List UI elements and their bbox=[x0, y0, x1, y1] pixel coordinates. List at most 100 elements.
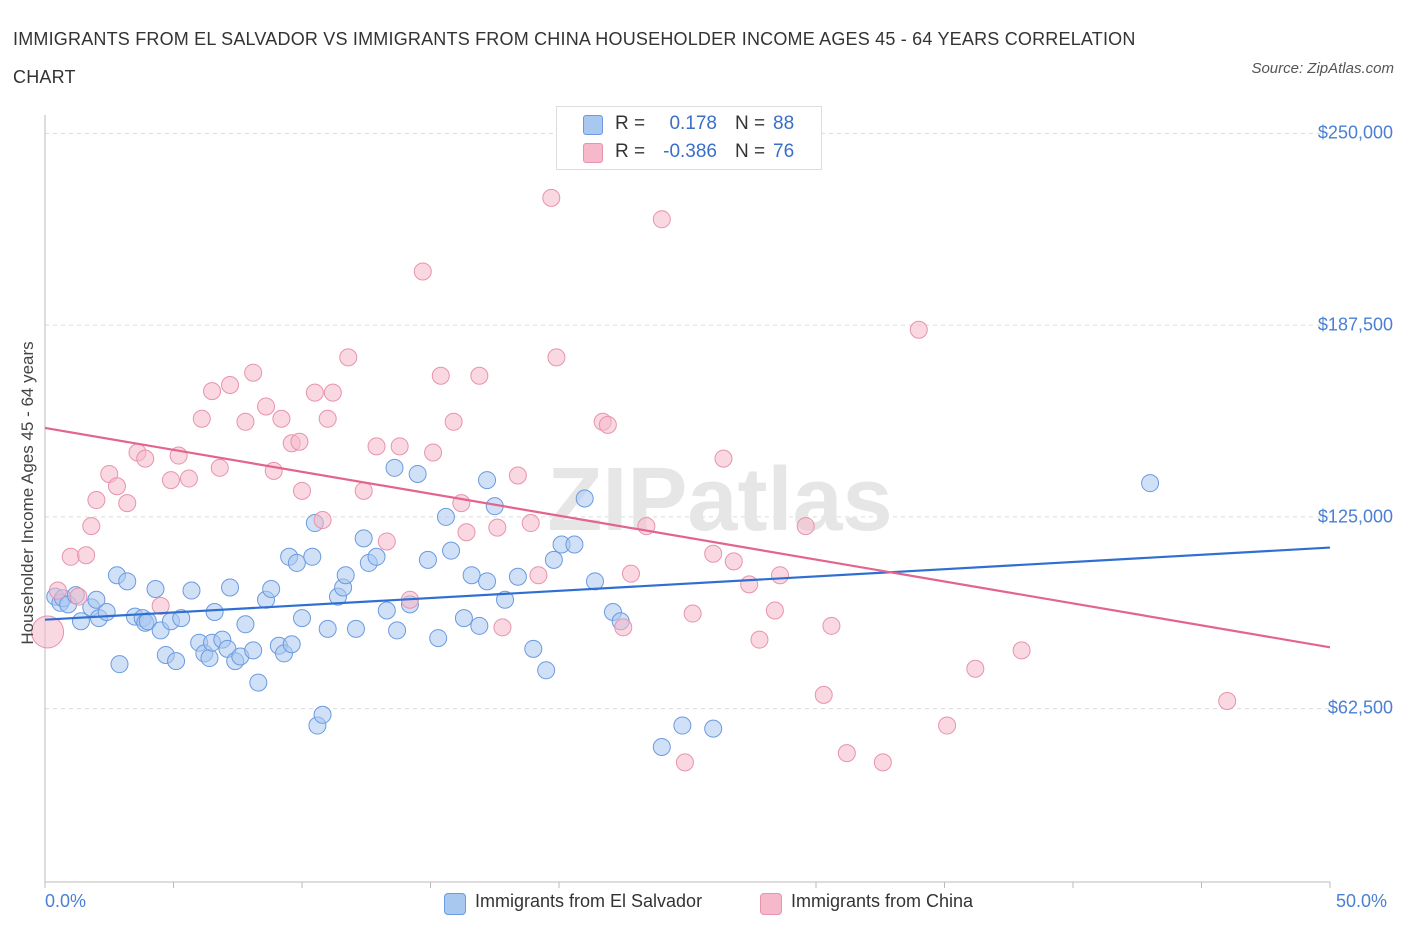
data-point bbox=[161, 471, 180, 490]
x-tick-label: 0.0% bbox=[45, 891, 87, 911]
data-point bbox=[521, 514, 540, 533]
data-point bbox=[873, 753, 892, 772]
data-point bbox=[203, 382, 222, 401]
data-point bbox=[377, 532, 396, 551]
data-point bbox=[354, 529, 373, 548]
data-point bbox=[118, 494, 137, 513]
data-point bbox=[293, 481, 311, 500]
data-point bbox=[138, 612, 157, 631]
data-point bbox=[290, 432, 309, 451]
data-point bbox=[413, 262, 432, 281]
data-point bbox=[704, 719, 723, 738]
legend-swatch bbox=[583, 115, 603, 135]
data-point bbox=[182, 581, 201, 600]
data-point bbox=[87, 491, 106, 510]
legend-label: Immigrants from El Salvador bbox=[475, 891, 703, 911]
data-point bbox=[244, 363, 263, 382]
data-point bbox=[529, 566, 548, 585]
data-point bbox=[236, 412, 255, 431]
data-point bbox=[442, 541, 461, 560]
data-point bbox=[814, 685, 833, 704]
data-point bbox=[938, 716, 957, 735]
data-point bbox=[82, 517, 101, 536]
data-point bbox=[429, 629, 448, 648]
series-el-salvador bbox=[46, 458, 1160, 757]
y-tick-label: $187,500 bbox=[1317, 314, 1393, 335]
data-point bbox=[493, 618, 512, 637]
data-point bbox=[771, 566, 790, 585]
data-point bbox=[303, 547, 322, 566]
data-point bbox=[565, 535, 584, 554]
trend-line-el-salvador bbox=[44, 546, 1331, 621]
trend-line-china bbox=[44, 426, 1331, 649]
data-point bbox=[61, 547, 80, 566]
data-point bbox=[424, 443, 443, 462]
data-point bbox=[457, 523, 476, 542]
data-point bbox=[496, 590, 515, 609]
data-point bbox=[262, 580, 281, 599]
data-point bbox=[508, 466, 527, 485]
r-value: 0.178 bbox=[669, 113, 717, 134]
data-point bbox=[598, 415, 617, 434]
data-point bbox=[244, 641, 263, 660]
chart-title: IMMIGRANTS FROM EL SALVADOR VS IMMIGRANT… bbox=[13, 29, 1136, 87]
data-point bbox=[508, 567, 527, 586]
data-point bbox=[614, 618, 633, 637]
data-point bbox=[107, 477, 126, 496]
data-point bbox=[909, 320, 928, 339]
legend-row-el-salvador: R = 0.178 N = 88 bbox=[557, 111, 821, 139]
data-point bbox=[287, 553, 306, 572]
n-label: N = bbox=[735, 113, 766, 134]
data-point bbox=[585, 572, 604, 591]
data-point bbox=[323, 383, 342, 402]
data-point bbox=[210, 458, 229, 477]
r-value: -0.386 bbox=[663, 141, 717, 162]
n-value: 76 bbox=[773, 141, 795, 162]
data-point bbox=[470, 366, 489, 385]
data-point bbox=[110, 655, 129, 674]
data-point bbox=[48, 581, 67, 600]
data-point bbox=[249, 673, 268, 692]
data-point bbox=[146, 580, 165, 599]
data-point bbox=[470, 616, 489, 635]
data-point bbox=[431, 366, 450, 385]
data-point bbox=[69, 587, 88, 606]
data-point bbox=[1141, 474, 1160, 493]
data-point bbox=[673, 716, 692, 735]
data-point bbox=[151, 596, 170, 615]
data-point bbox=[724, 552, 743, 571]
y-tick-label: $250,000 bbox=[1317, 122, 1393, 143]
data-point bbox=[205, 603, 224, 622]
data-point bbox=[740, 575, 759, 594]
data-point bbox=[367, 437, 386, 456]
data-point bbox=[837, 744, 856, 763]
data-point bbox=[652, 738, 671, 757]
n-value: 88 bbox=[773, 113, 795, 134]
data-point bbox=[542, 188, 561, 207]
data-point bbox=[272, 409, 291, 428]
data-point bbox=[478, 471, 497, 490]
data-point bbox=[547, 348, 566, 367]
data-point bbox=[367, 547, 386, 566]
axes bbox=[44, 115, 1331, 888]
data-point bbox=[765, 601, 784, 620]
data-point bbox=[97, 603, 116, 622]
data-point bbox=[462, 566, 481, 585]
data-point bbox=[200, 649, 219, 668]
data-point bbox=[478, 572, 497, 591]
data-point bbox=[652, 210, 671, 229]
data-point bbox=[1218, 691, 1237, 710]
data-point bbox=[87, 590, 106, 609]
data-point bbox=[822, 616, 841, 635]
trend-lines bbox=[44, 426, 1331, 649]
data-point bbox=[704, 544, 723, 563]
data-point bbox=[714, 449, 733, 468]
data-point bbox=[236, 615, 255, 634]
legend-stats: R = 0.178 N = 88 R = -0.386 N = 76 bbox=[556, 106, 822, 170]
data-point bbox=[385, 458, 404, 477]
data-point bbox=[1012, 641, 1031, 660]
data-point bbox=[436, 507, 455, 526]
data-point bbox=[444, 412, 463, 431]
data-point bbox=[544, 550, 563, 569]
